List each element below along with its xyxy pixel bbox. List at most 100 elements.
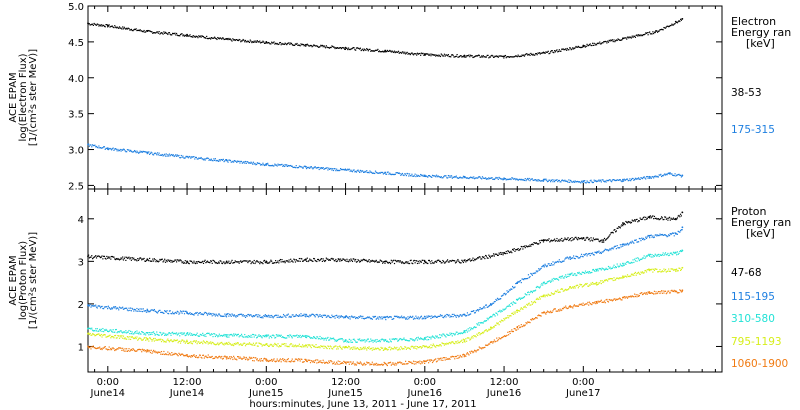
data-point <box>367 317 369 319</box>
data-point <box>576 239 579 241</box>
data-point <box>370 50 372 52</box>
data-point <box>184 157 186 159</box>
data-point <box>165 311 167 313</box>
data-point <box>323 339 325 341</box>
data-point <box>214 37 216 39</box>
data-point <box>630 221 633 224</box>
data-point <box>679 250 682 252</box>
data-point <box>108 148 110 150</box>
data-point <box>414 262 416 264</box>
data-point <box>98 145 100 147</box>
data-point <box>241 344 243 346</box>
data-point <box>280 345 282 347</box>
data-point <box>295 259 297 261</box>
data-point <box>110 255 113 258</box>
data-point <box>367 338 369 340</box>
data-point <box>584 254 586 256</box>
data-point <box>316 167 318 169</box>
data-point <box>278 335 280 337</box>
data-point <box>366 316 369 318</box>
data-point <box>669 24 671 27</box>
data-point <box>421 346 423 348</box>
data-point <box>91 346 93 348</box>
data-point <box>554 290 556 292</box>
data-point <box>402 338 404 340</box>
data-point <box>388 346 390 349</box>
data-point <box>141 348 144 350</box>
data-point <box>674 251 677 254</box>
data-point <box>546 281 549 283</box>
data-point <box>183 35 186 37</box>
data-point <box>615 248 618 250</box>
data-point <box>470 310 472 313</box>
data-point <box>676 251 679 253</box>
data-point <box>420 261 422 263</box>
data-point <box>107 349 109 351</box>
data-point <box>462 313 465 315</box>
data-point <box>454 314 456 317</box>
data-point <box>211 333 213 335</box>
data-point <box>538 298 540 300</box>
data-point <box>508 317 510 319</box>
data-point <box>556 49 558 51</box>
data-point <box>299 315 301 317</box>
data-point <box>606 179 608 181</box>
data-point <box>206 261 208 263</box>
data-point <box>482 332 484 334</box>
data-point <box>611 267 614 269</box>
data-point <box>327 314 329 317</box>
data-point <box>578 46 580 48</box>
data-point <box>679 231 681 233</box>
data-point <box>222 158 224 160</box>
data-point <box>247 336 249 339</box>
data-point <box>371 349 373 351</box>
data-point <box>225 343 227 345</box>
data-point <box>408 318 410 320</box>
data-point <box>316 313 318 316</box>
data-point <box>154 334 156 336</box>
data-point <box>527 177 529 180</box>
data-point <box>121 331 123 333</box>
data-point <box>618 247 621 249</box>
data-point <box>212 37 214 39</box>
data-point <box>417 316 419 318</box>
data-point <box>584 270 587 272</box>
data-point <box>152 351 154 353</box>
data-point <box>361 49 363 51</box>
data-point <box>437 337 439 339</box>
data-point <box>610 249 612 251</box>
data-point <box>575 285 577 287</box>
data-point <box>378 318 380 320</box>
data-point <box>162 332 164 334</box>
data-point <box>605 267 607 269</box>
data-point <box>541 266 543 268</box>
data-point <box>171 153 173 156</box>
data-point <box>127 149 129 151</box>
data-point <box>441 335 443 337</box>
data-point <box>239 39 241 41</box>
data-point <box>285 260 287 262</box>
data-point <box>644 257 646 260</box>
data-point <box>261 337 263 339</box>
data-point <box>404 317 406 319</box>
data-point <box>576 284 578 287</box>
data-point <box>548 238 550 240</box>
data-point <box>230 344 232 346</box>
data-point <box>362 258 365 260</box>
data-point <box>112 347 114 349</box>
data-point <box>568 179 570 181</box>
data-point <box>485 178 488 180</box>
data-point <box>284 163 286 166</box>
data-point <box>469 260 472 262</box>
data-point <box>292 335 294 337</box>
data-point <box>399 260 401 262</box>
data-point <box>555 240 557 242</box>
data-point <box>660 234 662 236</box>
data-point <box>124 27 126 30</box>
data-point <box>382 262 384 264</box>
data-point <box>233 39 236 41</box>
data-point <box>143 257 145 260</box>
data-point <box>508 56 510 58</box>
data-point <box>253 259 255 262</box>
